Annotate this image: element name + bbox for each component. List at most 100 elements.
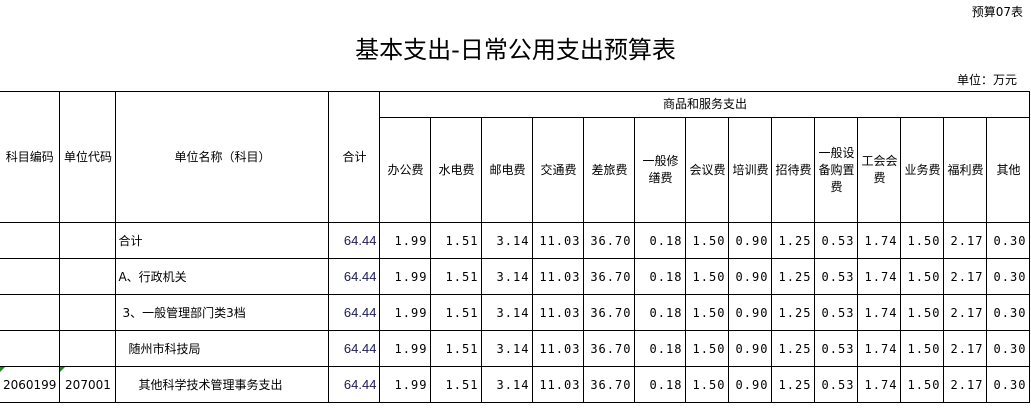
value-cell: 1.25 <box>771 330 816 367</box>
value-cell: 0.30 <box>986 258 1031 295</box>
value-cell: 36.70 <box>583 330 636 367</box>
value-cell: 0.30 <box>986 222 1031 259</box>
value-cell: 1.25 <box>771 366 816 403</box>
subject-code-cell <box>0 258 61 295</box>
value-cell: 0.18 <box>634 330 687 367</box>
header-col: 招待费 <box>771 117 816 223</box>
value-cell: 1.25 <box>771 258 816 295</box>
unit-name-cell: 随州市科技局 <box>115 330 330 367</box>
table-row: 3、一般管理部门类3档 64.44 1.99 1.51 3.14 11.03 36.70 0.… <box>0 294 1031 331</box>
unit-code-cell <box>59 294 117 331</box>
total-cell: 64.44 <box>328 222 381 259</box>
value-cell: 1.50 <box>685 258 730 295</box>
value-cell: 0.53 <box>814 222 859 259</box>
value-cell: 1.25 <box>771 294 816 331</box>
value-cell: 1.50 <box>900 330 945 367</box>
total-cell: 64.44 <box>328 366 381 403</box>
form-number: 预算07表 <box>971 5 1023 19</box>
value-cell: 1.25 <box>771 222 816 259</box>
value-cell: 0.18 <box>634 294 687 331</box>
value-cell: 0.53 <box>814 366 859 403</box>
cell-text: 2060199 <box>3 377 57 392</box>
value-cell: 11.03 <box>532 330 585 367</box>
value-cell: 1.51 <box>430 294 483 331</box>
header-col: 邮电费 <box>481 117 534 223</box>
value-cell: 0.18 <box>634 222 687 259</box>
unit-code-cell: 207001 <box>59 366 117 403</box>
header-col: 福利费 <box>943 117 988 223</box>
value-cell: 1.99 <box>379 294 432 331</box>
value-cell: 2.17 <box>943 258 988 295</box>
value-cell: 11.03 <box>532 294 585 331</box>
value-cell: 3.14 <box>481 294 534 331</box>
header-col: 办公费 <box>379 117 432 223</box>
value-cell: 36.70 <box>583 222 636 259</box>
value-cell: 1.99 <box>379 258 432 295</box>
header-col: 差旅费 <box>583 117 636 223</box>
value-cell: 3.14 <box>481 258 534 295</box>
unit-name-cell: A、行政机关 <box>115 258 330 295</box>
value-cell: 2.17 <box>943 294 988 331</box>
value-cell: 1.74 <box>857 222 902 259</box>
cell-text: 207001 <box>65 377 111 392</box>
value-cell: 1.99 <box>379 366 432 403</box>
header-col: 交通费 <box>532 117 585 223</box>
header-col: 水电费 <box>430 117 483 223</box>
value-cell: 1.50 <box>685 294 730 331</box>
value-cell: 0.30 <box>986 294 1031 331</box>
value-cell: 11.03 <box>532 258 585 295</box>
value-cell: 1.50 <box>900 222 945 259</box>
value-cell: 0.90 <box>728 294 773 331</box>
value-cell: 1.74 <box>857 294 902 331</box>
value-cell: 36.70 <box>583 258 636 295</box>
subject-code-cell <box>0 330 61 367</box>
value-cell: 1.74 <box>857 366 902 403</box>
header-col: 其他 <box>986 117 1031 223</box>
total-cell: 64.44 <box>328 258 381 295</box>
value-cell: 1.50 <box>900 366 945 403</box>
value-cell: 11.03 <box>532 366 585 403</box>
value-cell: 11.03 <box>532 222 585 259</box>
value-cell: 1.50 <box>900 258 945 295</box>
value-cell: 1.50 <box>685 366 730 403</box>
value-cell: 1.74 <box>857 330 902 367</box>
value-cell: 2.17 <box>943 330 988 367</box>
unit-label: 单位：万元 <box>956 73 1017 87</box>
value-cell: 1.50 <box>685 222 730 259</box>
value-cell: 0.53 <box>814 258 859 295</box>
value-cell: 1.51 <box>430 366 483 403</box>
header-col: 一般修缮费 <box>634 117 687 223</box>
subject-code-cell <box>0 222 61 259</box>
header-col: 会议费 <box>685 117 730 223</box>
header-total: 合计 <box>328 91 381 223</box>
value-cell: 0.90 <box>728 366 773 403</box>
value-cell: 1.51 <box>430 258 483 295</box>
value-cell: 0.30 <box>986 366 1031 403</box>
total-cell: 64.44 <box>328 294 381 331</box>
value-cell: 3.14 <box>481 222 534 259</box>
unit-code-cell <box>59 222 117 259</box>
header-col: 培训费 <box>728 117 773 223</box>
value-cell: 0.90 <box>728 330 773 367</box>
header-unit-code: 单位代码 <box>59 91 117 223</box>
header-group: 商品和服务支出 <box>379 91 1031 118</box>
value-cell: 0.53 <box>814 294 859 331</box>
value-cell: 36.70 <box>583 294 636 331</box>
value-cell: 0.90 <box>728 222 773 259</box>
value-cell: 2.17 <box>943 366 988 403</box>
header-name: 单位名称（科目） <box>115 91 330 223</box>
header-code: 科目编码 <box>0 91 61 223</box>
value-cell: 0.30 <box>986 330 1031 367</box>
total-cell: 64.44 <box>328 330 381 367</box>
cell-marker-icon <box>0 367 5 372</box>
header-col: 业务费 <box>900 117 945 223</box>
value-cell: 1.51 <box>430 330 483 367</box>
value-cell: 3.14 <box>481 366 534 403</box>
value-cell: 1.99 <box>379 222 432 259</box>
value-cell: 1.50 <box>900 294 945 331</box>
subject-code-cell: 2060199 <box>0 366 61 403</box>
table-row: A、行政机关 64.44 1.99 1.51 3.14 11.03 36.70 0.18 1.5… <box>0 258 1031 295</box>
subject-code-cell <box>0 294 61 331</box>
unit-code-cell <box>59 258 117 295</box>
value-cell: 1.51 <box>430 222 483 259</box>
